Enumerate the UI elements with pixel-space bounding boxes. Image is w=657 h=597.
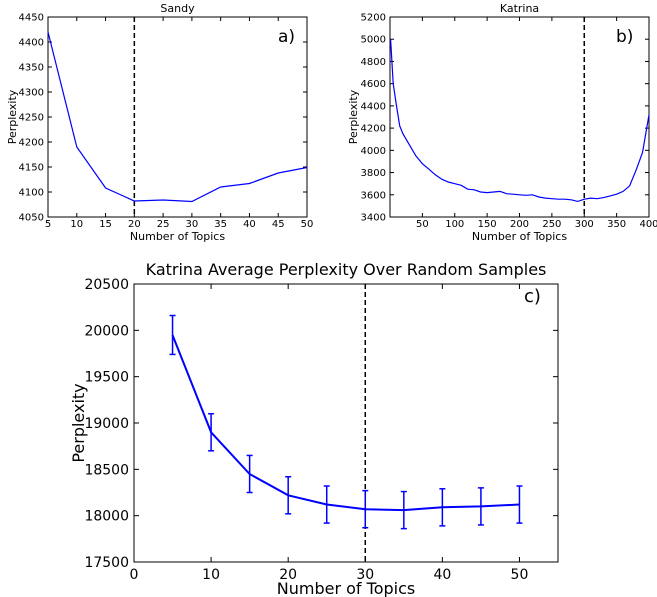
- panel-1-ytick-label: 4250: [19, 113, 44, 124]
- panel-1-ytick-label: 4200: [19, 138, 44, 149]
- panel-2-xtick-label: 200: [510, 219, 529, 230]
- panel-1: 5 10 15 20 25 30 35 40 45 50 4050 4100 4150 4200 4250 4…: [6, 2, 313, 243]
- panel-1-ytick-label: 4300: [19, 88, 44, 99]
- panel-1-ytick-label: 4100: [19, 188, 44, 199]
- panel-3-ytick-label: 18500: [84, 462, 129, 478]
- panel-1-xtick-label: 5: [45, 219, 51, 230]
- panel-2-xlabel: Number of Topics: [472, 230, 567, 243]
- panel-3-series-line: [171, 334, 520, 512]
- panel-1-xtick-label: 20: [128, 219, 141, 230]
- panel-2-ytick-label: 3400: [361, 213, 386, 224]
- panel-2: 50 100 150 200 250 300 350 400 3400 3600 3800 4000 4…: [347, 2, 657, 243]
- panel-2-xtick-label: 300: [575, 219, 594, 230]
- panel-3-xtick-label: 20: [279, 567, 297, 583]
- panel-1-panel-label: a): [278, 27, 295, 47]
- panel-2-ytick-label: 3600: [361, 190, 386, 201]
- panel-3-ylabel: Perplexity: [69, 383, 88, 462]
- panel-2-xtick-label: 400: [639, 219, 657, 230]
- panel-2-ytick-label: 4200: [361, 124, 386, 135]
- panel-2-ytick-label: 4800: [361, 57, 386, 68]
- panel-1-xtick-label: 40: [243, 219, 256, 230]
- panel-3-error-bar: [516, 485, 523, 524]
- panel-2-xtick-label: 350: [607, 219, 626, 230]
- panel-1-xtick-label: 30: [186, 219, 199, 230]
- panel-3-error-bar: [208, 412, 215, 452]
- panel-3-xtick-label: 30: [356, 567, 374, 583]
- panel-3-xtick-label: 40: [433, 567, 451, 583]
- panel-3-xtick-label: 10: [202, 567, 220, 583]
- panel-3-xlabel: Number of Topics: [277, 579, 415, 597]
- panel-3-error-bar: [362, 489, 369, 529]
- panel-1-ytick-label: 4350: [19, 63, 44, 74]
- panel-1-xtick-label: 35: [214, 219, 227, 230]
- panel-3-error-bar: [246, 454, 253, 494]
- panel-3-ytick-label: 19000: [84, 416, 129, 432]
- panel-3-error-bar: [169, 314, 176, 356]
- panel-3: 0 10 20 30 40 50 17500 18000 18500 19000 19500 2000…: [69, 260, 559, 597]
- panel-1-xtick-label: 45: [272, 219, 285, 230]
- panel-2-xtick-label: 100: [445, 219, 464, 230]
- panel-1-ytick-label: 4450: [19, 13, 44, 24]
- panel-2-series-line: [390, 39, 650, 203]
- panel-1-xtick-label: 50: [301, 219, 314, 230]
- panel-1-ylabel: Perplexity: [6, 89, 19, 144]
- panel-3-title: Katrina Average Perplexity Over Random S…: [146, 260, 547, 279]
- panel-2-xtick-label: 250: [542, 219, 561, 230]
- panel-3-ytick-label: 17500: [84, 555, 129, 571]
- panel-2-panel-label: b): [616, 27, 633, 47]
- panel-3-error-bar: [439, 488, 446, 527]
- panel-2-ytick-label: 5000: [361, 35, 386, 46]
- panel-3-xtick-label: 50: [511, 567, 529, 583]
- panel-2-ytick-label: 3800: [361, 168, 386, 179]
- panel-3-error-bar: [285, 475, 292, 515]
- panel-2-ylabel: Perplexity: [347, 89, 360, 144]
- panel-1-ytick-label: 4150: [19, 163, 44, 174]
- panel-3-error-bar: [400, 490, 407, 530]
- panel-2-xtick-label: 50: [416, 219, 429, 230]
- panel-3-frame: [133, 283, 559, 563]
- panel-3-panel-label: c): [524, 286, 541, 307]
- panel-3-ytick-label: 20500: [84, 277, 129, 293]
- panel-1-xtick-label: 25: [157, 219, 170, 230]
- panel-2-title: Katrina: [500, 2, 539, 15]
- panel-1-frame: [47, 16, 308, 218]
- panel-3-ytick-label: 18000: [84, 509, 129, 525]
- panel-1-xtick-label: 10: [70, 219, 83, 230]
- panel-1-xtick-label: 15: [99, 219, 112, 230]
- panel-2-ytick-label: 4600: [361, 79, 386, 90]
- panel-2-ytick-label: 4000: [361, 146, 386, 157]
- panel-3-error-bar: [323, 485, 330, 524]
- panel-3-ytick-label: 19500: [84, 370, 129, 386]
- panel-2-ytick-label: 5200: [361, 13, 386, 24]
- panel-1-xlabel: Number of Topics: [130, 230, 225, 243]
- panel-2-frame: [389, 16, 650, 218]
- panel-1-ytick-label: 4050: [19, 213, 44, 224]
- panel-2-ytick-label: 4400: [361, 101, 386, 112]
- panel-2-xtick-label: 150: [478, 219, 497, 230]
- panel-1-title: Sandy: [160, 2, 195, 15]
- panel-3-ytick-label: 20000: [84, 323, 129, 339]
- panel-3-error-bar: [477, 487, 484, 526]
- panel-1-series-line: [47, 31, 308, 203]
- panel-3-xtick-label: 0: [130, 567, 139, 583]
- panel-1-ytick-label: 4400: [19, 38, 44, 49]
